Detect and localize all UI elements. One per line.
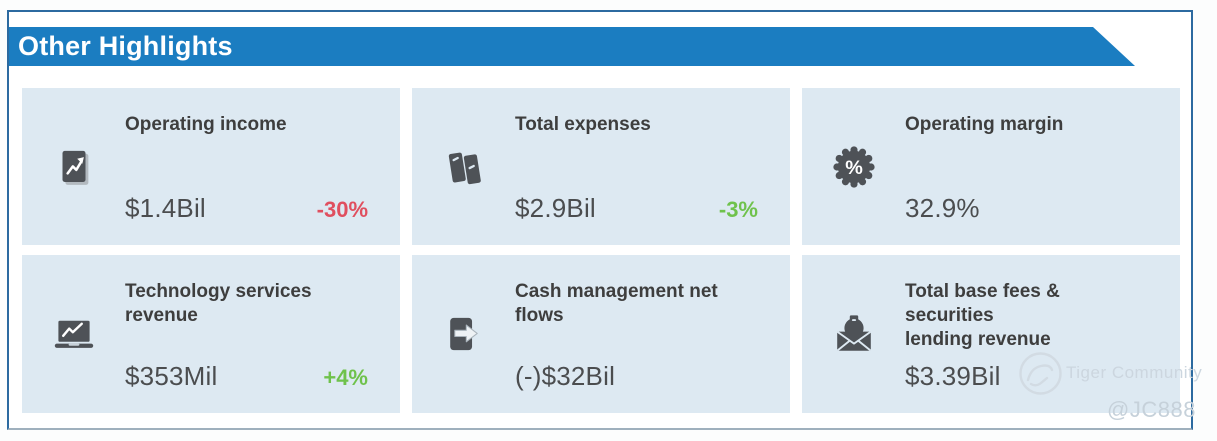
tiger-community-watermark: Tiger Community xyxy=(1066,363,1203,382)
card-change: -3% xyxy=(718,197,758,222)
card-title: Operating margin xyxy=(905,114,1064,135)
envelope-money-icon xyxy=(802,255,905,413)
outflow-arrow-icon xyxy=(412,255,515,413)
card-value: $2.9Bil xyxy=(515,193,596,223)
books-icon xyxy=(412,88,515,245)
card-title: Total base fees & securities lending rev… xyxy=(905,281,1060,350)
laptop-chart-icon xyxy=(22,255,125,413)
section-title: Other Highlights xyxy=(18,31,233,61)
card-operating-margin: % Operating margin 32.9% xyxy=(802,88,1180,245)
section-banner: Other Highlights xyxy=(9,27,1135,66)
card-change: +4% xyxy=(323,365,368,390)
card-cash-management-net-flows: Cash management net flows (-)$32Bil xyxy=(412,255,790,413)
svg-text:%: % xyxy=(845,157,863,179)
card-value: 32.9% xyxy=(905,193,980,223)
user-handle-watermark: @JC888 xyxy=(1107,397,1196,422)
tiger-community-logo-icon xyxy=(1019,352,1062,395)
card-value: $353Mil xyxy=(125,361,218,391)
card-operating-income: Operating income $1.4Bil -30% xyxy=(22,88,400,245)
card-total-base-fees-securities-lending: Total base fees & securities lending rev… xyxy=(802,255,1180,413)
card-technology-services-revenue: Technology services revenue $353Mil +4% xyxy=(22,255,400,413)
card-title: Operating income xyxy=(125,114,287,135)
card-title: Cash management net flows xyxy=(515,281,718,326)
card-change: -30% xyxy=(316,197,368,222)
card-title: Total expenses xyxy=(515,114,651,135)
report-trend-icon xyxy=(22,88,125,245)
card-value: $3.39Bil xyxy=(905,361,1001,391)
card-value: (-)$32Bil xyxy=(515,361,616,391)
highlights-card-grid: Operating income $1.4Bil -30% Total expe xyxy=(22,88,1180,413)
percent-badge-icon: % xyxy=(802,88,905,245)
card-title: Technology services revenue xyxy=(125,281,312,326)
card-total-expenses: Total expenses $2.9Bil -3% xyxy=(412,88,790,245)
card-value: $1.4Bil xyxy=(125,193,206,223)
